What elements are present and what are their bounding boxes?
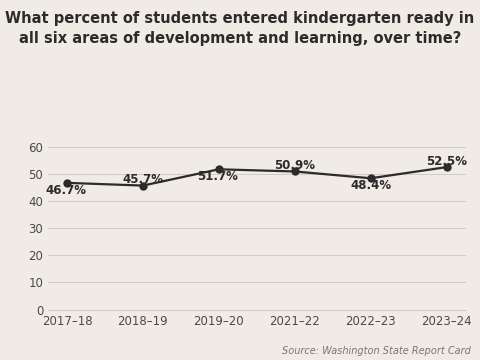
Text: What percent of students entered kindergarten ready in
all six areas of developm: What percent of students entered kinderg… [5, 11, 475, 46]
Text: 50.9%: 50.9% [274, 159, 315, 172]
Text: 51.7%: 51.7% [197, 170, 238, 183]
Text: 45.7%: 45.7% [122, 173, 163, 186]
Text: 48.4%: 48.4% [350, 179, 391, 192]
Text: Source: Washington State Report Card: Source: Washington State Report Card [282, 346, 470, 356]
Text: 46.7%: 46.7% [45, 184, 86, 197]
Text: 52.5%: 52.5% [426, 155, 467, 168]
